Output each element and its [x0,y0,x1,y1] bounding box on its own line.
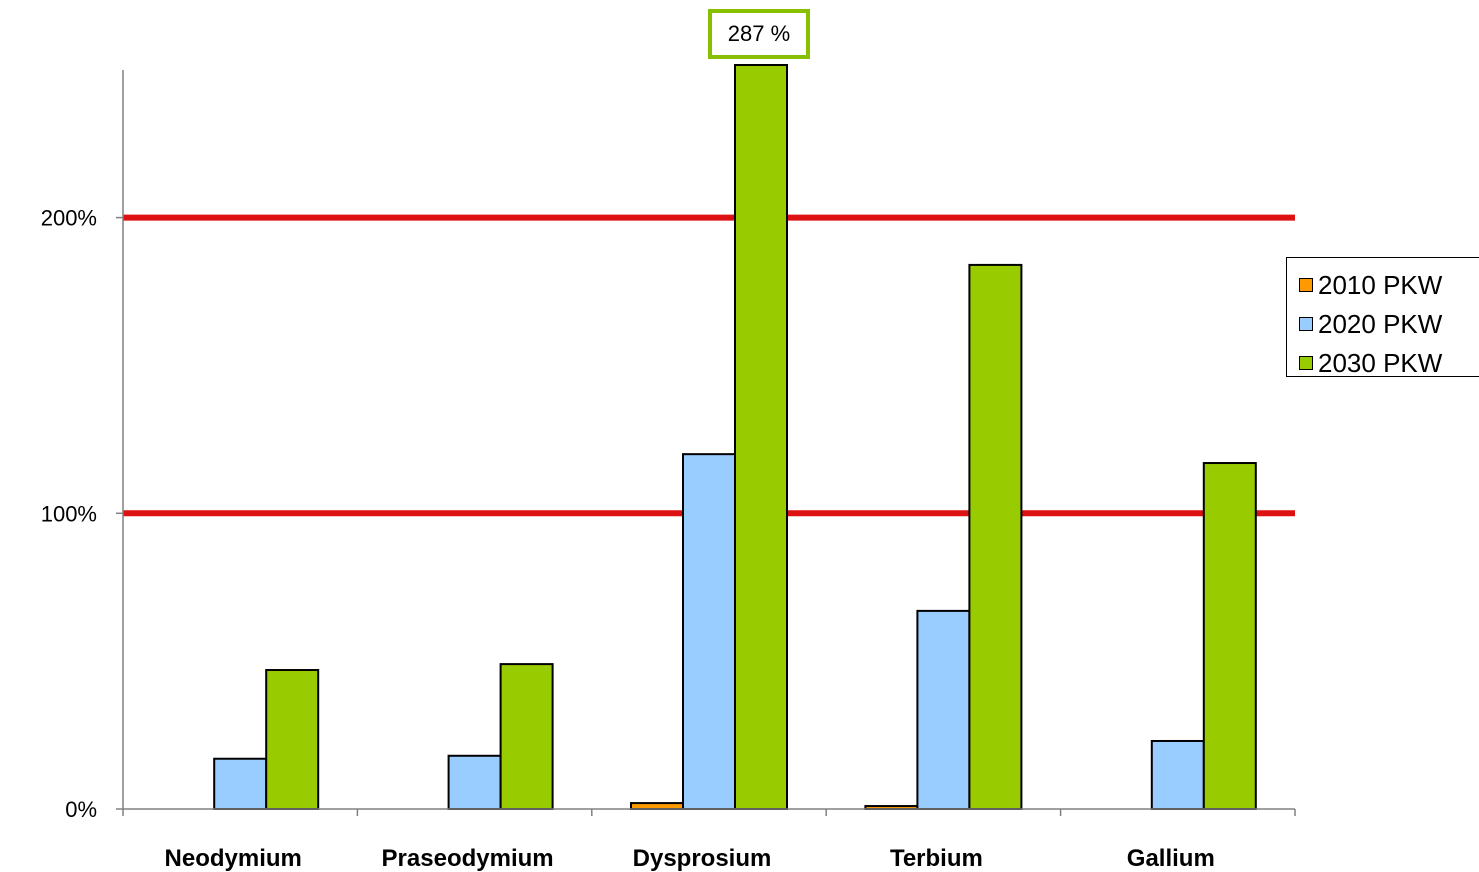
bar-layer [213,64,1257,811]
legend-item-2020: 2020 PKW [1299,308,1443,339]
y-tick-label-0: 0% [65,797,97,822]
bar-praseodymium-2030 [499,663,554,810]
bar-terbium-2030 [968,263,1023,810]
y-tick-label-200: 200% [41,206,97,231]
bar-neodymium-2020 [213,757,268,811]
x-category-label-neodymium: Neodymium [165,845,302,872]
callout-label: 287 % [727,21,791,46]
x-category-label-praseodymium: Praseodymium [382,845,554,872]
legend-label-2010: 2010 PKW [1318,269,1443,300]
legend-item-2010: 2010 PKW [1299,269,1443,300]
legend-item-2030: 2030 PKW [1299,347,1443,378]
legend-swatch-2010 [1299,278,1313,292]
legend-swatch-2020 [1299,317,1313,331]
x-category-label-dysprosium: Dysprosium [633,845,772,872]
label-layer: 0% 100% 200% Neodymium Praseodymium Dysprosiu… [41,206,1215,872]
overflow-value-callout: 287 % [708,9,810,59]
bar-gallium-2020 [1150,739,1205,811]
legend: 2010 PKW 2020 PKW 2030 PKW [1286,257,1479,378]
legend-label-2030: 2030 PKW [1318,347,1443,378]
bar-terbium-2020 [916,609,971,810]
x-category-label-gallium: Gallium [1127,845,1215,872]
bar-dysprosium-2010 [630,802,684,810]
bar-praseodymium-2020 [447,754,502,810]
legend-label-2020: 2020 PKW [1318,308,1443,339]
y-tick-label-100: 100% [41,501,97,526]
bar-gallium-2030 [1202,462,1257,810]
bar-dysprosium-2030 [734,64,788,810]
bar-dysprosium-2020 [682,453,736,810]
x-category-label-terbium: Terbium [890,845,983,872]
legend-swatch-2030 [1299,356,1313,370]
bar-neodymium-2030 [265,669,320,810]
axis-layer [116,70,1296,816]
